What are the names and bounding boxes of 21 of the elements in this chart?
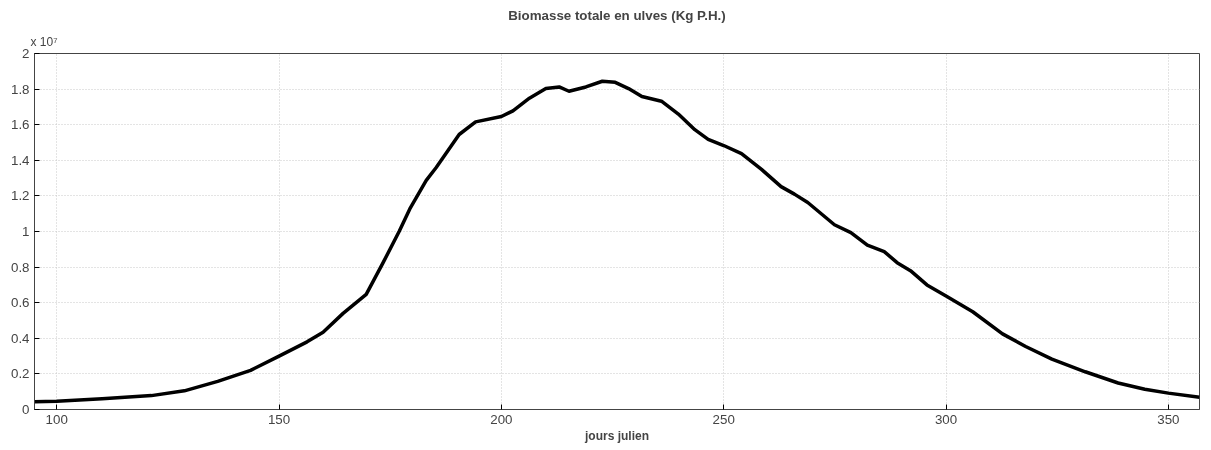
- y-tick-label: 1.2: [10, 188, 30, 204]
- x-tick-label: 350: [1157, 411, 1180, 427]
- y-tick-label: 0.2: [10, 366, 30, 382]
- y-tick-label: 0.6: [10, 295, 30, 311]
- y-tick-label: 0.4: [10, 330, 31, 346]
- x-tick-label: 100: [45, 411, 68, 427]
- text: x 10⁷: [30, 34, 58, 49]
- y-tick-label: 0: [22, 402, 30, 417]
- y-tick-label: 1.4: [10, 152, 31, 168]
- chart-title: Biomasse totale en ulves (Kg P.H.): [508, 7, 726, 23]
- x-tick-label: 200: [490, 411, 513, 427]
- x-tick-label: 250: [712, 411, 735, 427]
- x-axis-title: jours julien: [584, 428, 650, 443]
- line-series: [34, 79, 1200, 404]
- x-tick-label: 300: [934, 411, 958, 427]
- x-tick-label: 150: [267, 411, 291, 427]
- y-tick-label: 1.6: [10, 117, 30, 133]
- y-tick-label: 1.8: [10, 81, 30, 97]
- y-tick-label: 0.8: [10, 259, 30, 275]
- y-tick-label: 1: [22, 224, 30, 239]
- y-tick-label: 2: [22, 46, 30, 61]
